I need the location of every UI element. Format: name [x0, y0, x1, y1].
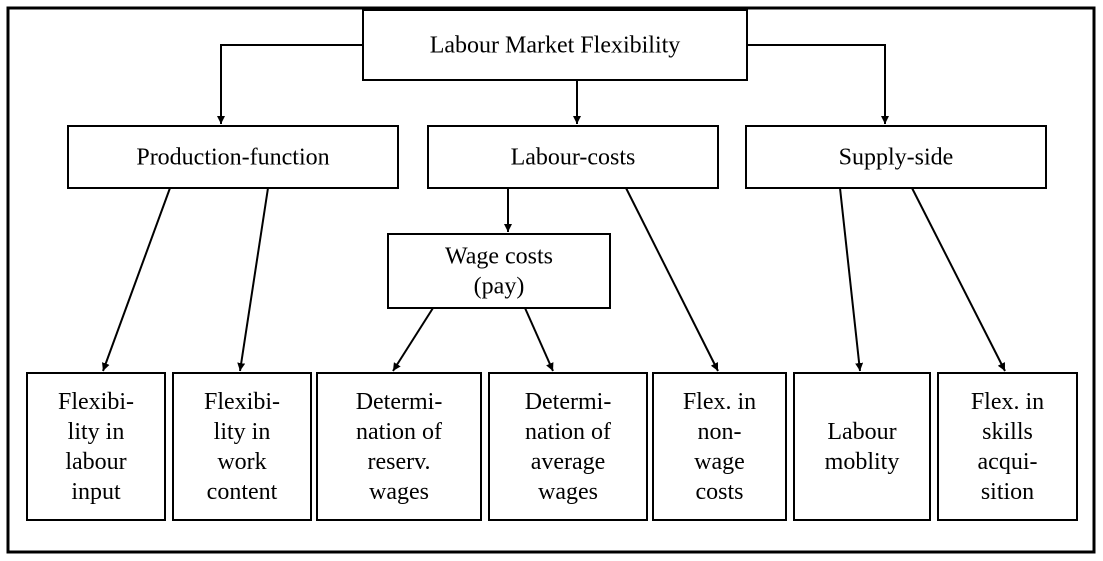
node-label: work	[217, 449, 266, 475]
node-label: wages	[369, 479, 429, 505]
node: Production-function	[67, 125, 399, 189]
node-label: Labour Market Flexibility	[430, 33, 681, 59]
node-label: acqui-	[978, 449, 1038, 475]
node: Flexibi-lity in labour input	[26, 372, 166, 521]
node-box	[316, 372, 482, 521]
boxes: Labour Market Flexibility Production-func…	[26, 9, 1078, 521]
arrow	[911, 187, 1006, 372]
node: Supply-side	[745, 125, 1047, 189]
node-box	[488, 372, 648, 521]
node-label: content	[207, 479, 278, 505]
node-label: Supply-side	[839, 145, 954, 171]
node: Determi-nation of reserv. wages	[316, 372, 482, 521]
node-label: Wage costs	[445, 244, 553, 270]
node-label: Labour-costs	[511, 145, 636, 171]
node-label: reserv.	[367, 449, 430, 475]
node-label: lity in	[68, 419, 125, 445]
node: Flexibi-lity in work content	[172, 372, 312, 521]
arrow	[524, 307, 554, 372]
node-box	[26, 372, 166, 521]
node-label: nation of	[525, 419, 611, 445]
node-label: wage	[694, 449, 745, 475]
node-box	[652, 372, 787, 521]
node-box	[172, 372, 312, 521]
node-label: (pay)	[474, 274, 525, 300]
arrow	[101, 187, 171, 372]
node-label: Flex. in	[971, 389, 1044, 415]
node-label: moblity	[825, 449, 900, 475]
node-box	[387, 233, 611, 309]
node-box	[793, 372, 931, 521]
arrow	[217, 44, 363, 124]
arrow	[839, 187, 864, 372]
node-label: Production-function	[136, 145, 329, 171]
node-label: Labour	[827, 419, 896, 445]
node: Wage costs (pay)	[387, 233, 611, 309]
arrow	[747, 44, 889, 124]
node-label: wages	[538, 479, 598, 505]
node-label: labour	[65, 449, 126, 475]
node-box	[427, 125, 719, 189]
node: Determi-nation of average wages	[488, 372, 648, 521]
arrow	[625, 187, 719, 372]
arrow	[237, 187, 269, 372]
node: Labour Market Flexibility	[362, 9, 748, 81]
node-box	[362, 9, 748, 81]
node-box	[67, 125, 399, 189]
node-label: Determi-	[356, 389, 443, 415]
node: Flex. in skills acqui-sition	[937, 372, 1078, 521]
node-label: non-	[698, 419, 742, 445]
node-label: input	[71, 479, 121, 505]
node-label: Flex. in	[683, 389, 756, 415]
node-label: sition	[981, 479, 1034, 505]
node: Labour-costs	[427, 125, 719, 189]
node-label: nation of	[356, 419, 442, 445]
node: Labour moblity	[793, 372, 931, 521]
arrow	[392, 307, 434, 372]
node-label: Flexibi-	[58, 389, 134, 415]
node-label: costs	[696, 479, 744, 505]
node-box	[937, 372, 1078, 521]
node-label: lity in	[214, 419, 271, 445]
node: Flex. in non-wage costs	[652, 372, 787, 521]
node-label: Flexibi-	[204, 389, 280, 415]
node-label: Determi-	[525, 389, 612, 415]
node-label: average	[531, 449, 606, 475]
node-label: skills	[982, 419, 1033, 445]
frame	[6, 6, 1096, 554]
arrows	[101, 44, 1006, 372]
node-box	[745, 125, 1047, 189]
